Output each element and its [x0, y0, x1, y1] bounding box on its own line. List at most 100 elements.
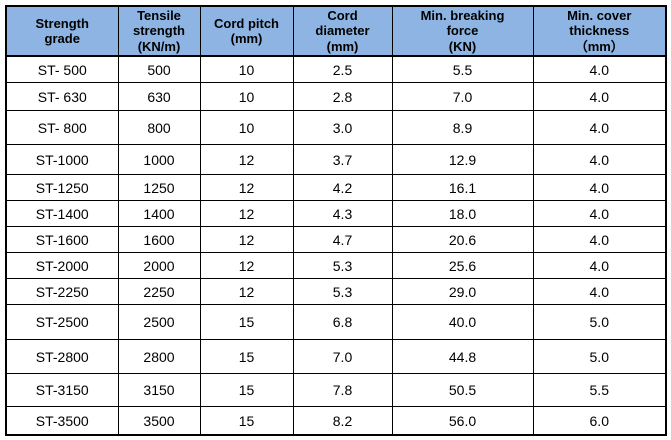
cell-cord-pitch: 10	[199, 55, 294, 83]
cell-cord-pitch: 10	[199, 110, 294, 145]
cell-min-breaking-force: 7.0	[391, 82, 534, 111]
cell-tensile-strength: 3500	[117, 406, 201, 436]
cell-cord-pitch: 15	[199, 339, 294, 374]
cell-min-breaking-force: 16.1	[391, 174, 534, 201]
page: { "colors": { "header_background": "#8DB…	[5, 5, 667, 436]
cell-cord-diameter: 8.2	[292, 406, 393, 436]
cell-min-cover-thickness: 4.0	[532, 252, 667, 279]
strength-grade-spec-table: Strength grade Tensile strength (KN/m) C…	[5, 5, 667, 436]
cell-strength-grade: ST- 630	[5, 82, 119, 111]
table-row: ST-2500 2500 15 6.8 40.0 5.0	[5, 304, 667, 340]
header-row: Strength grade Tensile strength (KN/m) C…	[5, 5, 667, 57]
cell-strength-grade: ST-2250	[5, 278, 119, 305]
cell-cord-diameter: 7.8	[292, 373, 393, 407]
cell-cord-diameter: 4.3	[292, 200, 393, 227]
cell-tensile-strength: 2000	[117, 252, 201, 279]
cell-min-breaking-force: 25.6	[391, 252, 534, 279]
table-body: ST- 500 500 10 2.5 5.5 4.0 ST- 630 630 1…	[5, 55, 667, 436]
cell-strength-grade: ST- 800	[5, 110, 119, 145]
cell-cord-pitch: 12	[199, 144, 294, 175]
cell-min-cover-thickness: 4.0	[532, 82, 667, 111]
cell-min-cover-thickness: 4.0	[532, 110, 667, 145]
cell-min-cover-thickness: 4.0	[532, 55, 667, 83]
cell-tensile-strength: 1400	[117, 200, 201, 227]
cell-tensile-strength: 630	[117, 82, 201, 111]
cell-cord-diameter: 3.7	[292, 144, 393, 175]
cell-cord-pitch: 12	[199, 200, 294, 227]
cell-strength-grade: ST-2800	[5, 339, 119, 374]
cell-min-breaking-force: 40.0	[391, 304, 534, 340]
cell-tensile-strength: 1250	[117, 174, 201, 201]
cell-strength-grade: ST- 500	[5, 55, 119, 83]
cell-strength-grade: ST-3500	[5, 406, 119, 436]
cell-cord-pitch: 15	[199, 406, 294, 436]
cell-strength-grade: ST-3150	[5, 373, 119, 407]
cell-min-cover-thickness: 4.0	[532, 144, 667, 175]
cell-tensile-strength: 3150	[117, 373, 201, 407]
table-header: Strength grade Tensile strength (KN/m) C…	[5, 5, 667, 57]
cell-tensile-strength: 500	[117, 55, 201, 83]
cell-min-cover-thickness: 4.0	[532, 174, 667, 201]
column-header-cord-diameter: Cord diameter (mm)	[292, 5, 393, 57]
cell-min-cover-thickness: 4.0	[532, 200, 667, 227]
cell-min-breaking-force: 5.5	[391, 55, 534, 83]
cell-tensile-strength: 2800	[117, 339, 201, 374]
cell-min-cover-thickness: 6.0	[532, 406, 667, 436]
table-row: ST-1250 1250 12 4.2 16.1 4.0	[5, 174, 667, 201]
cell-min-breaking-force: 44.8	[391, 339, 534, 374]
cell-strength-grade: ST-1000	[5, 144, 119, 175]
cell-min-cover-thickness: 5.0	[532, 339, 667, 374]
cell-cord-pitch: 12	[199, 252, 294, 279]
cell-min-breaking-force: 50.5	[391, 373, 534, 407]
table-row: ST-3150 3150 15 7.8 50.5 5.5	[5, 373, 667, 407]
cell-tensile-strength: 1600	[117, 226, 201, 253]
cell-tensile-strength: 2500	[117, 304, 201, 340]
cell-min-cover-thickness: 5.5	[532, 373, 667, 407]
table-row: ST-2250 2250 12 5.3 29.0 4.0	[5, 278, 667, 305]
cell-cord-diameter: 7.0	[292, 339, 393, 374]
cell-cord-diameter: 4.7	[292, 226, 393, 253]
cell-tensile-strength: 2250	[117, 278, 201, 305]
cell-tensile-strength: 1000	[117, 144, 201, 175]
cell-cord-diameter: 5.3	[292, 252, 393, 279]
table-row: ST-1000 1000 12 3.7 12.9 4.0	[5, 144, 667, 175]
cell-strength-grade: ST-1400	[5, 200, 119, 227]
cell-min-breaking-force: 8.9	[391, 110, 534, 145]
cell-min-breaking-force: 12.9	[391, 144, 534, 175]
cell-cord-diameter: 2.5	[292, 55, 393, 83]
cell-cord-pitch: 10	[199, 82, 294, 111]
column-header-min-breaking-force: Min. breaking force (KN)	[391, 5, 534, 57]
cell-cord-diameter: 2.8	[292, 82, 393, 111]
cell-cord-diameter: 6.8	[292, 304, 393, 340]
table-row: ST- 630 630 10 2.8 7.0 4.0	[5, 82, 667, 111]
column-header-min-cover-thickness: Min. cover thickness （mm）	[532, 5, 667, 57]
column-header-tensile-strength: Tensile strength (KN/m)	[117, 5, 201, 57]
cell-min-breaking-force: 29.0	[391, 278, 534, 305]
cell-min-cover-thickness: 4.0	[532, 278, 667, 305]
cell-cord-pitch: 12	[199, 226, 294, 253]
cell-cord-pitch: 15	[199, 373, 294, 407]
cell-cord-diameter: 5.3	[292, 278, 393, 305]
cell-cord-diameter: 4.2	[292, 174, 393, 201]
table-row: ST- 800 800 10 3.0 8.9 4.0	[5, 110, 667, 145]
table-row: ST-2000 2000 12 5.3 25.6 4.0	[5, 252, 667, 279]
cell-strength-grade: ST-1600	[5, 226, 119, 253]
table-row: ST-3500 3500 15 8.2 56.0 6.0	[5, 406, 667, 436]
table-row: ST-1400 1400 12 4.3 18.0 4.0	[5, 200, 667, 227]
table-row: ST- 500 500 10 2.5 5.5 4.0	[5, 55, 667, 83]
cell-strength-grade: ST-2500	[5, 304, 119, 340]
column-header-cord-pitch: Cord pitch (mm)	[199, 5, 294, 57]
cell-tensile-strength: 800	[117, 110, 201, 145]
cell-min-cover-thickness: 4.0	[532, 226, 667, 253]
column-header-strength-grade: Strength grade	[5, 5, 119, 57]
cell-strength-grade: ST-2000	[5, 252, 119, 279]
cell-cord-pitch: 12	[199, 174, 294, 201]
table-row: ST-2800 2800 15 7.0 44.8 5.0	[5, 339, 667, 374]
cell-min-breaking-force: 56.0	[391, 406, 534, 436]
cell-strength-grade: ST-1250	[5, 174, 119, 201]
table-row: ST-1600 1600 12 4.7 20.6 4.0	[5, 226, 667, 253]
cell-cord-diameter: 3.0	[292, 110, 393, 145]
cell-min-breaking-force: 20.6	[391, 226, 534, 253]
cell-min-cover-thickness: 5.0	[532, 304, 667, 340]
